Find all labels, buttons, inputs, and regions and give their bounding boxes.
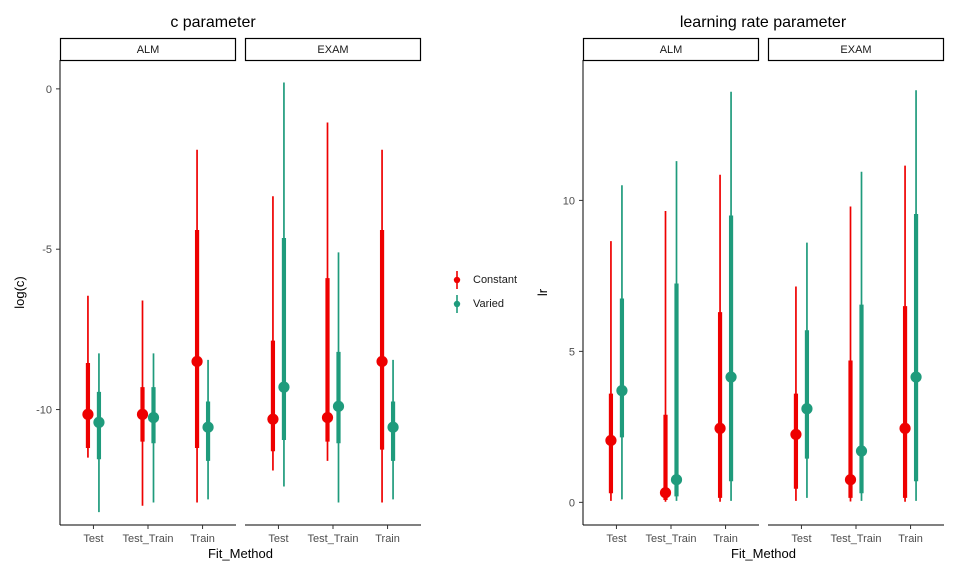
point-c-varied-alm-train bbox=[202, 421, 214, 433]
x-tick-label-lr-exam-2: Train bbox=[898, 533, 923, 545]
facet-label-lr-alm: ALM bbox=[660, 44, 683, 56]
point-lr-constant-exam-train bbox=[899, 422, 911, 434]
point-c-varied-exam-test_train bbox=[332, 400, 345, 412]
x-tick-label-c-alm-2: Train bbox=[190, 533, 215, 545]
x-axis-title-c: Fit_Method bbox=[208, 546, 273, 561]
legend: Constant Varied bbox=[447, 270, 537, 318]
x-tick-label-lr-exam-0: Test bbox=[791, 533, 811, 545]
point-lr-constant-exam-test bbox=[790, 428, 802, 441]
legend-key-varied bbox=[453, 295, 461, 313]
y-tick-label-c-1: -5 bbox=[42, 244, 52, 256]
point-lr-varied-alm-train bbox=[725, 371, 737, 383]
chart-title-c: c parameter bbox=[170, 14, 256, 31]
point-c-constant-exam-test bbox=[267, 413, 279, 425]
facet-strip-lr-exam bbox=[767, 37, 945, 62]
point-lr-constant-exam-test_train bbox=[844, 474, 857, 486]
y-axis-title-c: log(c) bbox=[12, 276, 27, 309]
facet-strip-lr-alm bbox=[582, 37, 760, 62]
y-tick-label-c-0: -10 bbox=[36, 405, 52, 417]
facet-label-c-alm: ALM bbox=[137, 44, 160, 56]
x-tick-label-c-exam-1: Test_Train bbox=[308, 533, 359, 545]
point-c-constant-exam-train bbox=[376, 355, 388, 368]
legend-label-varied: Varied bbox=[473, 298, 504, 310]
facet-label-lr-exam: EXAM bbox=[840, 44, 871, 56]
x-tick-label-lr-alm-0: Test bbox=[606, 533, 626, 545]
legend-item-constant: Constant bbox=[447, 270, 537, 294]
point-lr-varied-alm-test bbox=[616, 385, 628, 397]
x-tick-label-lr-alm-1: Test_Train bbox=[646, 533, 697, 545]
point-c-varied-alm-test bbox=[93, 416, 105, 428]
legend-key-constant bbox=[453, 271, 461, 289]
x-axis-title-lr: Fit_Method bbox=[731, 546, 796, 561]
x-tick-label-c-exam-0: Test bbox=[268, 533, 288, 545]
facet-label-c-exam: EXAM bbox=[317, 44, 348, 56]
point-c-constant-alm-test bbox=[82, 408, 94, 420]
legend-item-varied: Varied bbox=[447, 294, 537, 318]
y-tick-label-lr-1: 5 bbox=[569, 346, 575, 358]
x-tick-label-c-alm-1: Test_Train bbox=[123, 533, 174, 545]
x-tick-label-lr-alm-2: Train bbox=[713, 533, 738, 545]
y-tick-label-lr-2: 10 bbox=[563, 195, 575, 207]
point-c-constant-exam-test_train bbox=[321, 411, 334, 424]
point-lr-varied-exam-test bbox=[801, 403, 813, 415]
point-c-varied-exam-train bbox=[387, 421, 399, 433]
point-lr-constant-alm-test_train bbox=[659, 487, 672, 499]
point-c-varied-alm-test_train bbox=[147, 411, 160, 424]
x-tick-label-lr-exam-1: Test_Train bbox=[831, 533, 882, 545]
y-tick-label-lr-0: 0 bbox=[569, 497, 575, 509]
point-c-constant-alm-train bbox=[191, 355, 203, 368]
point-c-constant-alm-test_train bbox=[136, 408, 149, 420]
facet-strip-c-alm bbox=[59, 37, 237, 62]
point-lr-constant-alm-train bbox=[714, 422, 726, 434]
chart-title-lr: learning rate parameter bbox=[680, 14, 847, 31]
facet-strip-c-exam bbox=[244, 37, 422, 62]
y-axis-title-lr: lr bbox=[535, 288, 550, 296]
point-lr-varied-alm-test_train bbox=[670, 474, 683, 486]
x-tick-label-c-exam-2: Train bbox=[375, 533, 400, 545]
point-c-varied-exam-test bbox=[278, 381, 290, 393]
y-tick-label-c-2: 0 bbox=[46, 84, 52, 96]
legend-label-constant: Constant bbox=[473, 274, 518, 286]
x-tick-label-c-alm-0: Test bbox=[83, 533, 103, 545]
point-lr-varied-exam-test_train bbox=[855, 445, 868, 457]
point-lr-varied-exam-train bbox=[910, 371, 922, 383]
point-lr-constant-alm-test bbox=[605, 434, 617, 447]
